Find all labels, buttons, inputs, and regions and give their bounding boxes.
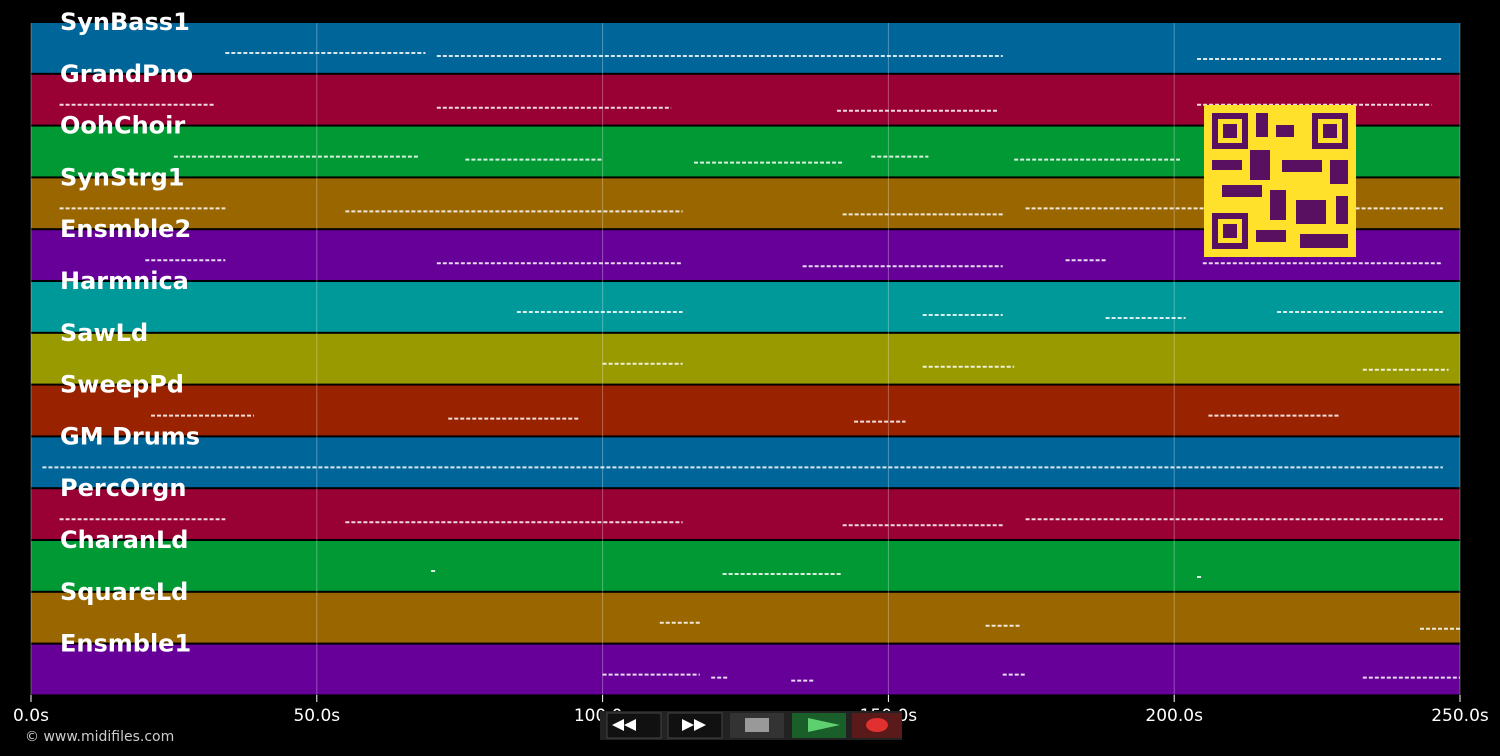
track-lane — [31, 592, 1460, 643]
track-label: SweepPd — [60, 371, 184, 399]
track-label: OohChoir — [60, 112, 185, 140]
track-lane — [31, 644, 1460, 695]
x-tick-label: 250.0s — [1431, 706, 1489, 726]
track-label: SynStrg1 — [60, 163, 185, 191]
track-label: PercOrgn — [60, 474, 186, 502]
x-tick-label: 0.0s — [13, 706, 49, 726]
stop-button[interactable] — [730, 713, 784, 738]
rewind-button[interactable] — [606, 712, 662, 739]
track-lane — [31, 23, 1460, 73]
play-button[interactable] — [792, 713, 846, 738]
track-label: GM Drums — [60, 422, 200, 450]
track-label: CharanLd — [60, 526, 188, 554]
track-label: SquareLd — [60, 578, 188, 606]
qr-code — [1204, 105, 1356, 257]
track-label: Ensmble1 — [60, 630, 191, 658]
track-lane — [31, 489, 1460, 539]
track-lane — [31, 541, 1460, 591]
x-tick-label: 50.0s — [293, 706, 340, 726]
transport — [600, 711, 902, 740]
footer: © www.midifiles.com — [25, 729, 174, 745]
track-lane — [31, 437, 1460, 488]
record-button[interactable] — [852, 713, 902, 738]
track-lane — [31, 333, 1460, 384]
track-lane — [31, 282, 1460, 332]
track-label: SynBass1 — [60, 8, 190, 36]
track-label: Harmnica — [60, 267, 189, 295]
track-lane — [31, 385, 1460, 436]
track-label: SawLd — [60, 319, 148, 347]
track-label: GrandPno — [60, 60, 193, 88]
forward-button[interactable] — [667, 712, 723, 739]
track-label: Ensmble2 — [60, 215, 191, 243]
x-tick-label: 200.0s — [1145, 706, 1203, 726]
